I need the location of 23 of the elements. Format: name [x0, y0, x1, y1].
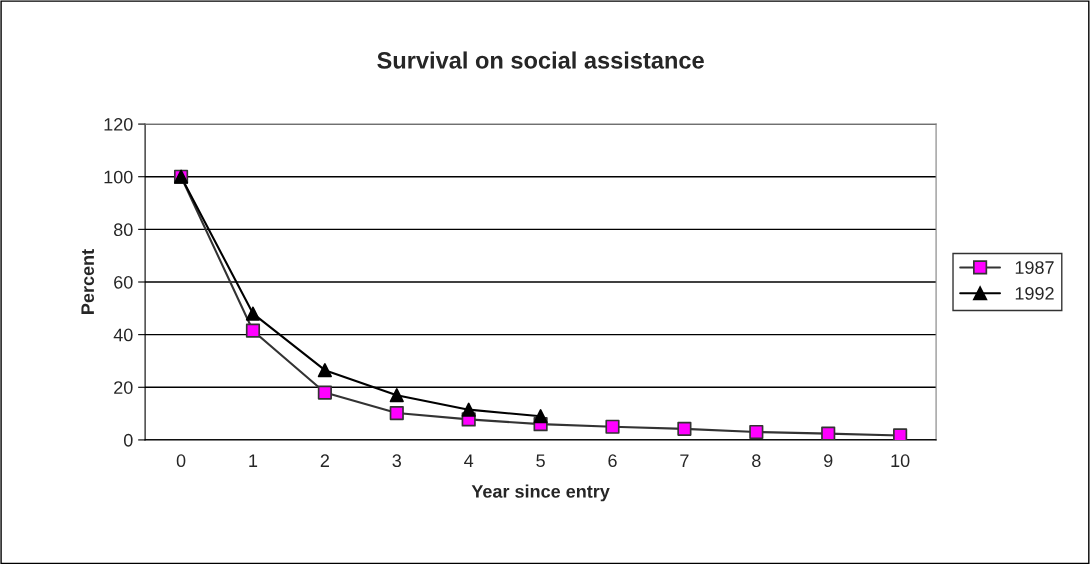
x-axis-title: Year since entry	[471, 484, 610, 502]
x-tick-label: 8	[752, 454, 761, 468]
y-tick-label: 0	[123, 433, 133, 447]
y-tick-label: 60	[114, 275, 133, 289]
y-axis-title: Percent	[81, 249, 95, 314]
x-tick-label: 9	[824, 454, 833, 468]
y-tick-label: 100	[104, 170, 133, 184]
y-tick-label: 80	[114, 223, 133, 237]
x-tick-label: 6	[608, 454, 617, 468]
y-tick-label: 40	[113, 328, 133, 342]
x-tick-label: 4	[464, 454, 474, 467]
x-tick-label: 7	[680, 454, 689, 467]
x-tick-label: 0	[176, 454, 186, 468]
chart-title: Survival on social assistance	[377, 51, 704, 69]
legend-label: 1987	[1015, 261, 1054, 274]
x-tick-label: 1	[249, 454, 258, 467]
y-tick-label: 120	[104, 118, 133, 131]
x-tick-label: 5	[536, 454, 545, 468]
legend-label: 1992	[1015, 286, 1054, 300]
x-tick-label: 10	[891, 454, 910, 468]
x-tick-label: 2	[320, 454, 329, 467]
x-tick-label: 3	[392, 454, 401, 468]
y-tick-label: 20	[114, 381, 133, 394]
